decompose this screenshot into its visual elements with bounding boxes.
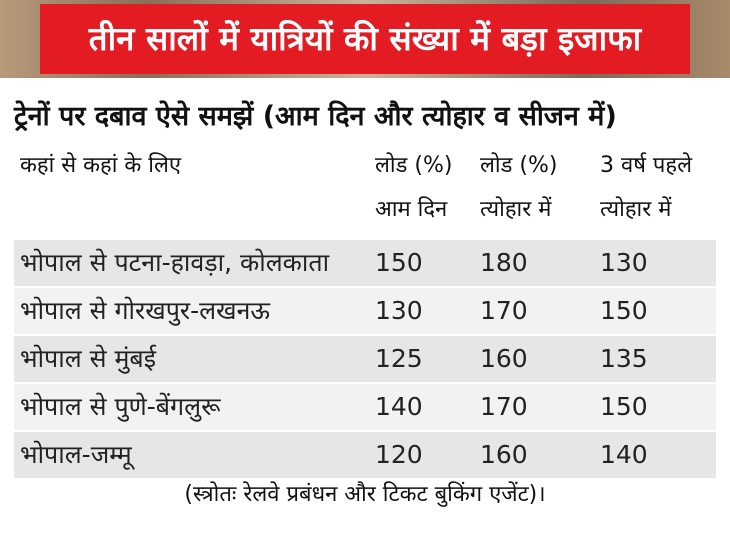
table-row: भोपाल-जम्मू 120 160 140 <box>14 432 716 478</box>
column-header: लोड (%) <box>480 153 558 178</box>
table-row: भोपाल से पटना-हावड़ा, कोलकाता 150 180 130 <box>14 240 716 286</box>
column-header: आम दिन <box>375 197 448 222</box>
load-cell: 125 <box>375 344 423 373</box>
column-header: लोड (%) <box>375 153 453 178</box>
route-cell: भोपाल से मुंबई <box>20 344 156 373</box>
route-cell: भोपाल से पटना-हावड़ा, कोलकाता <box>20 248 330 277</box>
load-cell: 150 <box>600 392 648 421</box>
load-cell: 140 <box>600 440 648 469</box>
route-cell: भोपाल से गोरखपुर-लखनऊ <box>20 296 271 325</box>
load-cell: 150 <box>375 248 423 277</box>
load-cell: 180 <box>480 248 528 277</box>
source-note: (स्त्रोतः रेलवे प्रबंधन और टिकट बुकिंग ए… <box>184 482 546 507</box>
route-cell: भोपाल से पुणे-बेंगलुरू <box>20 392 221 421</box>
subtitle: ट्रेनों पर दबाव ऐसे समझें (आम दिन और त्य… <box>14 101 617 132</box>
column-header: त्योहार में <box>600 197 672 222</box>
column-header: कहां से कहां के लिए <box>20 153 182 178</box>
table-row: भोपाल से मुंबई 125 160 135 <box>14 336 716 382</box>
load-cell: 170 <box>480 392 528 421</box>
load-cell: 135 <box>600 344 648 373</box>
table-row: भोपाल से पुणे-बेंगलुरू 140 170 150 <box>14 384 716 430</box>
load-cell: 170 <box>480 296 528 325</box>
load-cell: 130 <box>600 248 648 277</box>
title-banner: तीन सालों में यात्रियों की संख्या में बड… <box>40 4 690 74</box>
column-header: 3 वर्ष पहले <box>600 153 693 178</box>
load-cell: 160 <box>480 344 528 373</box>
load-cell: 160 <box>480 440 528 469</box>
route-cell: भोपाल-जम्मू <box>20 440 132 469</box>
load-cell: 150 <box>600 296 648 325</box>
load-cell: 130 <box>375 296 423 325</box>
load-cell: 140 <box>375 392 423 421</box>
table-row: भोपाल से गोरखपुर-लखनऊ 130 170 150 <box>14 288 716 334</box>
column-header: त्योहार में <box>480 197 552 222</box>
load-cell: 120 <box>375 440 423 469</box>
